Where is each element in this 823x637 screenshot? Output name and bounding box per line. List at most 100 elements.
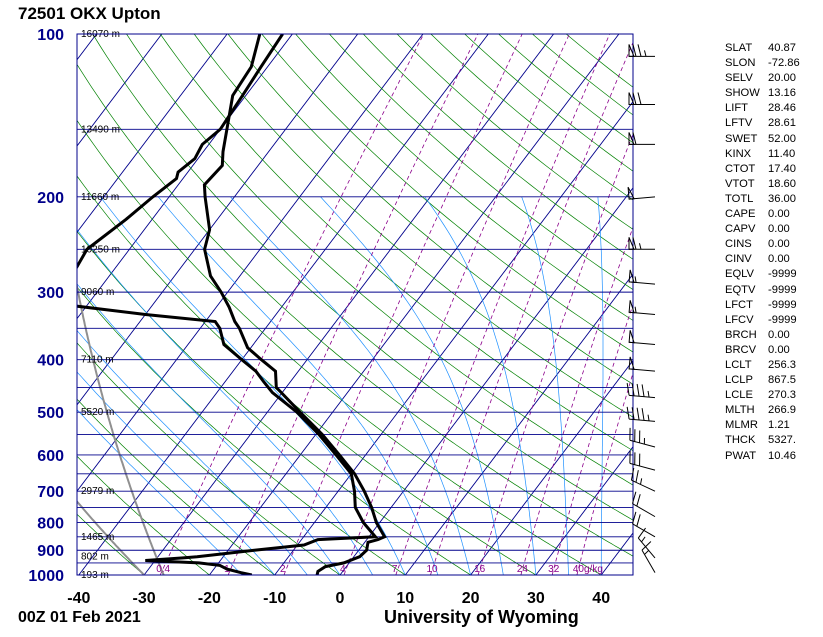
index-value: 10.46	[768, 449, 796, 462]
wind-barb	[626, 383, 656, 399]
index-row: MLTH 266.9	[725, 403, 800, 418]
index-value: 28.61	[768, 117, 796, 130]
moist-adiabat-line	[521, 196, 569, 575]
dry-adiabat-line	[159, 34, 633, 452]
height-label: 10250 m	[81, 244, 120, 255]
height-label: 13490 m	[81, 124, 120, 135]
index-value: 0.00	[768, 238, 790, 251]
dry-adiabat-line	[77, 342, 341, 575]
index-name: VTOT	[725, 177, 755, 190]
index-name: LCLT	[725, 358, 752, 371]
wind-barb	[627, 186, 656, 200]
dry-adiabat-line	[77, 455, 210, 575]
index-name: LFCT	[725, 298, 753, 311]
chart-title: 72501 OKX Upton	[18, 4, 161, 23]
dry-adiabat-line	[77, 119, 602, 575]
index-row: CTOT 17.40	[725, 162, 800, 177]
temperature-tick-label: -40	[67, 590, 90, 607]
mixing-ratio-label: 24	[517, 564, 529, 575]
index-row: SHOW 13.16	[725, 86, 800, 101]
index-name: CINV	[725, 253, 752, 266]
isotherm-line	[209, 34, 620, 575]
index-row: SELV 20.00	[725, 71, 800, 86]
index-row: LCLP 867.5	[725, 373, 800, 388]
isotherm-line	[404, 273, 633, 575]
dry-adiabat-line	[126, 34, 633, 486]
index-row: LFCV -9999	[725, 313, 800, 328]
mixing-ratio-label: 40g/kg	[573, 564, 603, 575]
wind-barb	[632, 491, 656, 518]
index-value: 13.16	[768, 87, 796, 100]
index-name: MLTH	[725, 404, 755, 417]
dry-adiabat-line	[77, 398, 276, 575]
isotherm-line	[470, 359, 633, 575]
dry-adiabat-line	[295, 34, 633, 321]
mixing-ratio-label: 16	[474, 564, 486, 575]
index-value: 867.5	[768, 374, 796, 387]
index-name: KINX	[725, 147, 752, 160]
data-source: University of Wyoming	[384, 607, 579, 627]
height-label: 2979 m	[81, 486, 114, 497]
index-name: CTOT	[725, 162, 756, 175]
index-row: LCLT 256.3	[725, 358, 800, 373]
mixing-ratio-label: 32	[548, 564, 560, 575]
isotherm-line	[77, 34, 359, 406]
index-name: THCK	[725, 434, 756, 447]
pressure-tick-label: 600	[37, 448, 64, 465]
dry-adiabat-line	[92, 34, 633, 521]
index-value: 20.00	[768, 72, 796, 85]
temperature-tick-label: 10	[396, 590, 414, 607]
index-value: 52.00	[768, 132, 796, 145]
index-name: PWAT	[725, 449, 757, 462]
index-row: VTOT 18.60	[725, 177, 800, 192]
index-value: -9999	[768, 283, 797, 296]
pressure-tick-label: 300	[37, 285, 64, 302]
index-row: CAPE 0.00	[725, 207, 800, 222]
mixing-ratio-line	[343, 34, 570, 575]
index-row: SLON -72.86	[725, 56, 800, 71]
isotherm-line	[339, 187, 633, 575]
index-value: 36.00	[768, 192, 796, 205]
wind-barb	[629, 427, 656, 448]
index-name: CAPE	[725, 208, 756, 221]
index-name: CAPV	[725, 223, 756, 236]
wind-barb	[628, 237, 655, 250]
temperature-tick-label: 0	[336, 590, 345, 607]
index-name: TOTL	[725, 192, 754, 205]
index-name: SHOW	[725, 87, 760, 100]
index-name: LCLP	[725, 374, 753, 387]
index-value: 0.00	[768, 328, 790, 341]
index-value: -9999	[768, 313, 797, 326]
index-value: 28.46	[768, 102, 796, 115]
index-value: 270.3	[768, 389, 796, 402]
index-row: SLAT 40.87	[725, 41, 800, 56]
mixing-ratio-line	[283, 34, 523, 575]
index-name: LIFT	[725, 102, 748, 115]
index-row: CINV 0.00	[725, 252, 800, 267]
index-value: 0.00	[768, 208, 790, 221]
index-value: 5327.	[768, 434, 796, 447]
pressure-tick-label: 700	[37, 484, 64, 501]
isotherm-line	[0, 34, 31, 575]
index-row: EQLV -9999	[725, 267, 800, 282]
mixing-ratio-line	[477, 133, 633, 575]
mixing-ratio-label: 10	[426, 564, 438, 575]
index-row: PWAT 10.46	[725, 449, 800, 464]
height-label: 7110 m	[81, 355, 114, 366]
mixing-ratio-line	[227, 34, 479, 575]
index-value: 0.00	[768, 253, 790, 266]
temperature-tick-label: -20	[198, 590, 221, 607]
wind-barb	[629, 451, 656, 471]
temperature-tick-label: 40	[592, 590, 610, 607]
index-row: LIFT 28.46	[725, 101, 800, 116]
height-label: 802 m	[81, 552, 109, 563]
index-name: CINS	[725, 238, 752, 251]
pressure-tick-label: 200	[37, 190, 64, 207]
wind-barb	[626, 406, 656, 422]
index-name: LCLE	[725, 389, 753, 402]
index-row: LCLE 270.3	[725, 388, 800, 403]
index-value: -72.86	[768, 57, 800, 70]
temperature-tick-label: 30	[527, 590, 545, 607]
mixing-ratio-line	[395, 34, 611, 575]
